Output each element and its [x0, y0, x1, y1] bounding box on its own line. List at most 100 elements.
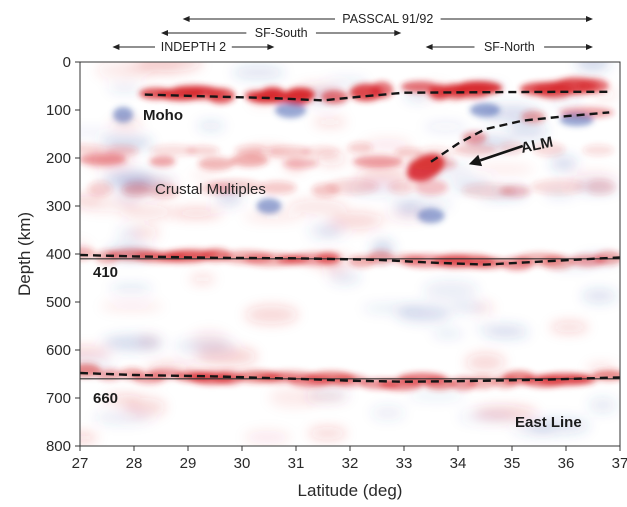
- noise-patch: [512, 420, 555, 436]
- noise-patch: [109, 284, 153, 292]
- span-indepth-2: INDEPTH 2: [112, 40, 275, 54]
- reflector-patch: [332, 374, 368, 387]
- noise-patch: [475, 324, 528, 332]
- reflector-patch: [325, 178, 378, 195]
- noise-patch: [243, 212, 302, 222]
- noise-patch: [356, 166, 410, 185]
- x-tick-label: 35: [504, 455, 521, 472]
- y-tick-label: 300: [46, 198, 71, 215]
- span-label: PASSCAL 91/92: [342, 12, 433, 26]
- noise-patch: [313, 117, 347, 127]
- reflector-patch: [461, 183, 516, 199]
- moho-patch: [454, 81, 503, 95]
- noise-patch: [123, 62, 182, 75]
- moho-patch: [533, 81, 575, 99]
- span-arrow-left: [182, 16, 190, 22]
- noise-patch: [100, 301, 164, 312]
- noise-patch: [550, 155, 578, 172]
- negative-patch: [469, 103, 501, 117]
- x-tick-label: 33: [396, 455, 413, 472]
- reflector-patch: [149, 185, 180, 199]
- noise-patch: [432, 329, 464, 338]
- alm-arrow-shaft: [479, 144, 524, 162]
- x-tick-label: 36: [558, 455, 575, 472]
- x-tick-label: 31: [288, 455, 305, 472]
- x-tick-label: 28: [126, 455, 143, 472]
- alm-interface-line: [430, 111, 610, 163]
- reflector-patch: [234, 145, 267, 156]
- span-arrow-right: [586, 16, 593, 22]
- noise-patch: [189, 274, 216, 284]
- reflector-patch: [87, 181, 113, 197]
- alm-arrow: [468, 144, 524, 167]
- reflector-patch: [416, 146, 453, 161]
- reflector-patch: [185, 145, 220, 156]
- negative-patch: [417, 208, 445, 224]
- reflector-patch: [301, 146, 339, 158]
- interpreted-interfaces: [79, 90, 621, 383]
- survey-spans: PASSCAL 91/92 SF-South INDEPTH 2 SF-North: [112, 12, 593, 54]
- noise-patch: [576, 62, 610, 72]
- noise-patch: [80, 433, 98, 443]
- reflector-patch: [388, 180, 415, 194]
- noise-patch: [197, 120, 225, 131]
- x-tick-label: 30: [234, 455, 251, 472]
- reflector-patch: [521, 110, 546, 124]
- noise-patch: [458, 410, 517, 424]
- noise-patch: [362, 138, 413, 152]
- span-sf-south: SF-South: [161, 26, 402, 40]
- reflector-patch: [532, 142, 566, 157]
- noise-patch: [232, 66, 285, 79]
- noise-patch: [509, 121, 548, 140]
- noise-patch: [371, 405, 405, 421]
- noise-patch: [308, 426, 347, 440]
- east-line-label: East Line: [515, 414, 582, 431]
- noise-patch: [362, 304, 423, 313]
- reflector-patch: [80, 247, 96, 260]
- noise-patch: [588, 397, 617, 413]
- noise-patch: [190, 330, 229, 349]
- y-axis-title: Depth (km): [15, 212, 34, 296]
- x-axis-ticks: 27 28 29 30 31 32 33 34 35 36 37: [72, 446, 627, 472]
- noise-patch: [326, 78, 368, 86]
- reflector-patch: [230, 153, 269, 167]
- reflector-patch: [149, 144, 198, 157]
- moho-patch: [577, 78, 609, 93]
- span-arrow-right: [267, 44, 275, 50]
- x-tick-label: 27: [72, 455, 89, 472]
- x-tick-label: 29: [180, 455, 197, 472]
- reflector-patch: [122, 183, 151, 197]
- noise-patch: [243, 430, 291, 445]
- y-tick-label: 0: [63, 54, 71, 71]
- y-tick-label: 800: [46, 438, 71, 455]
- span-label: SF-North: [484, 40, 535, 54]
- noise-patch: [169, 208, 223, 218]
- noise-patch: [80, 347, 111, 358]
- reflector-patch: [265, 145, 312, 158]
- noise-patch: [389, 197, 452, 212]
- span-passcal-91-92: PASSCAL 91/92: [182, 12, 593, 26]
- noise-patch: [117, 227, 142, 241]
- reflector-patch: [500, 184, 531, 198]
- noise-patch: [191, 171, 218, 180]
- reflector-patch: [452, 143, 498, 156]
- span-label: INDEPTH 2: [161, 40, 226, 54]
- noise-patch: [483, 329, 530, 338]
- moho-patch: [400, 81, 439, 93]
- negative-patch: [274, 101, 307, 119]
- noise-patch: [408, 391, 465, 401]
- noise-patch: [581, 289, 617, 303]
- negative-patch: [113, 106, 134, 123]
- noise-patch: [320, 225, 347, 237]
- moho-interface-line: [144, 90, 610, 102]
- noise-patch: [551, 96, 582, 108]
- noise-patch: [80, 129, 122, 136]
- noise-patch: [465, 353, 506, 372]
- span-arrow-right: [586, 44, 593, 50]
- d410-interface-line: [79, 253, 621, 266]
- noise-patch: [449, 303, 486, 311]
- y-tick-label: 700: [46, 390, 71, 407]
- moho-patch: [321, 90, 349, 104]
- reflector-patch: [582, 144, 614, 156]
- reflector-patch: [149, 156, 176, 167]
